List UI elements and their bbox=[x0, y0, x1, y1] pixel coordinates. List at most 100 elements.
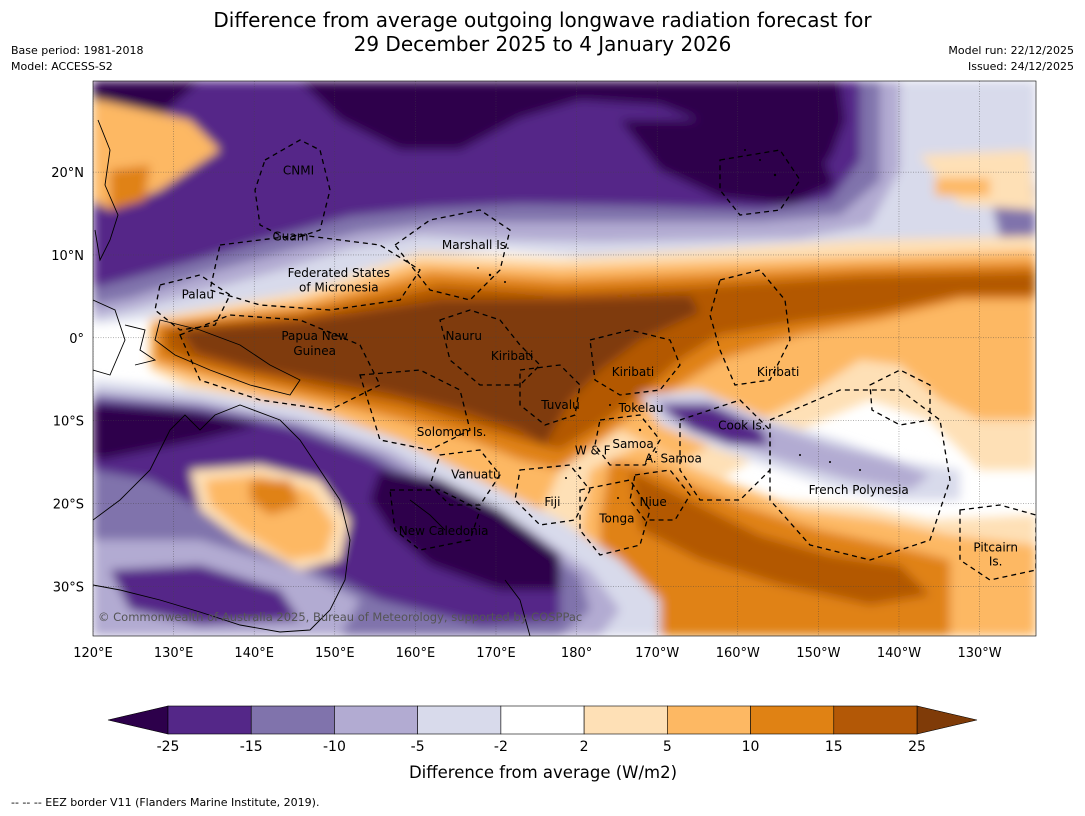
region-label: Niue bbox=[640, 495, 667, 509]
title-line-2: 29 December 2025 to 4 January 2026 bbox=[353, 32, 732, 56]
lon-tick-label: 150°E bbox=[315, 646, 355, 661]
lon-tick-label: 150°W bbox=[796, 646, 840, 661]
region-label: Is. bbox=[989, 554, 1003, 568]
region-label: Papua New bbox=[281, 329, 348, 343]
region-label: W & F bbox=[575, 443, 611, 457]
colorbar-segment bbox=[334, 705, 418, 735]
new-guinea-coast bbox=[154, 319, 301, 396]
coastlines bbox=[93, 119, 531, 636]
eez-line-is bbox=[709, 269, 791, 386]
region-label: Solomon Is. bbox=[417, 425, 487, 439]
copyright-notice: © Commonwealth of Australia 2025, Bureau… bbox=[98, 610, 582, 624]
colorbar-tick-label: 2 bbox=[580, 739, 589, 755]
region-label: French Polynesia bbox=[809, 483, 909, 497]
region-label: New Caledonia bbox=[399, 524, 489, 538]
map-field: © Commonwealth of Australia 2025, Bureau… bbox=[93, 81, 1036, 636]
anomaly-australia-core bbox=[250, 480, 300, 515]
anomaly-north-deep-core bbox=[620, 120, 835, 205]
lon-tick-label: 120°E bbox=[73, 646, 113, 661]
region-label: Guinea bbox=[293, 344, 336, 358]
eez-kiribati-phoenix bbox=[589, 329, 681, 396]
base-period: Base period: 1981-2018 bbox=[11, 44, 144, 57]
colorbar-tick-label: 15 bbox=[825, 739, 843, 755]
meta-right: Model run: 22/12/2025 Issued: 24/12/2025 bbox=[948, 43, 1074, 75]
eez-vanuatu bbox=[429, 449, 501, 506]
sulawesi-coast bbox=[124, 324, 157, 366]
region-label: of Micronesia bbox=[299, 280, 379, 294]
lon-tick-label: 170°E bbox=[476, 646, 516, 661]
eez-micronesia bbox=[209, 234, 421, 311]
anomaly-northeast-warm-core bbox=[935, 178, 990, 196]
lon-tick-label: 160°E bbox=[396, 646, 436, 661]
region-label: Palau bbox=[182, 288, 214, 302]
region-label: Fiji bbox=[544, 495, 560, 509]
region-label: Federated States bbox=[288, 266, 390, 280]
anomaly-west-warm-core bbox=[110, 165, 150, 210]
colorbar-segment bbox=[667, 705, 751, 735]
anomaly-cook-dark bbox=[660, 405, 770, 445]
colorbar-extend-high bbox=[916, 705, 978, 735]
eez-solomon bbox=[359, 369, 471, 451]
issued-date: Issued: 24/12/2025 bbox=[967, 60, 1074, 73]
colorbar-segment bbox=[750, 705, 835, 735]
eez-footnote: -- -- -- EEZ border V11 (Flanders Marine… bbox=[11, 796, 320, 809]
eez-samoa bbox=[594, 414, 661, 466]
title-line-1: Difference from average outgoing longwav… bbox=[213, 8, 872, 32]
eez-pitcairn bbox=[959, 504, 1036, 581]
colorbar-segment bbox=[167, 705, 252, 735]
anomaly-south-cool-dark bbox=[110, 565, 300, 625]
region-label: CNMI bbox=[283, 163, 314, 177]
anomaly-south-brown bbox=[630, 470, 930, 605]
colorbar-segment bbox=[833, 705, 918, 735]
region-label: Tokelau bbox=[618, 401, 664, 415]
colorbar-tick-label: 5 bbox=[663, 739, 672, 755]
philippines-coast bbox=[94, 119, 119, 262]
colorbar-tick-label: 10 bbox=[742, 739, 760, 755]
lon-tick-label: 130°E bbox=[154, 646, 194, 661]
lon-tick-label: 140°W bbox=[877, 646, 921, 661]
lon-tick-label: 130°W bbox=[957, 646, 1001, 661]
anomaly-australia-orange bbox=[205, 475, 335, 560]
region-label: Pitcairn bbox=[973, 540, 1018, 554]
new-zealand-coast bbox=[504, 579, 531, 636]
lat-tick-label: 20°N bbox=[51, 166, 84, 181]
colorbar: -25 -15 -10 -5 -2 2 5 10 15 25 bbox=[107, 705, 978, 755]
lon-tick-label: 140°E bbox=[234, 646, 274, 661]
australia-coast bbox=[93, 404, 351, 633]
model-name: Model: ACCESS-S2 bbox=[11, 60, 113, 73]
region-label: Marshall Is. bbox=[442, 238, 510, 252]
graticule bbox=[93, 81, 1036, 636]
model-run: Model run: 22/12/2025 bbox=[948, 44, 1074, 57]
anomaly-north-deep bbox=[93, 81, 860, 170]
region-label: Cook Is. bbox=[718, 419, 765, 433]
eez-borders bbox=[154, 139, 1036, 581]
island-markers bbox=[477, 149, 861, 499]
eez-nauru-kiribati bbox=[439, 309, 541, 386]
lon-tick-label: 170°W bbox=[635, 646, 679, 661]
region-label: Tuvalu bbox=[540, 398, 580, 412]
colorbar-tick-label: 25 bbox=[908, 739, 926, 755]
latitude-labels: 20°N 10°N 0° 10°S 20°S 30°S bbox=[51, 166, 84, 595]
colorbar-segment bbox=[500, 705, 585, 735]
anomaly-equatorial-core bbox=[180, 296, 700, 445]
colorbar-extend-low bbox=[107, 705, 169, 735]
colorbar-segment bbox=[417, 705, 502, 735]
colorbar-segment bbox=[583, 705, 668, 735]
eez-cook bbox=[679, 399, 771, 501]
anomaly-shading bbox=[93, 81, 1036, 636]
colorbar-tick-label: -5 bbox=[411, 739, 425, 755]
region-label: Nauru bbox=[446, 329, 482, 343]
lat-tick-label: 0° bbox=[69, 332, 84, 347]
region-label: Guam bbox=[272, 230, 308, 244]
lon-tick-label: 160°W bbox=[716, 646, 760, 661]
lat-tick-label: 10°S bbox=[53, 415, 84, 430]
map-title: Difference from average outgoing longwav… bbox=[0, 8, 1085, 56]
region-label: Kiribati bbox=[757, 365, 799, 379]
eez-tuvalu bbox=[519, 364, 581, 426]
colorbar-segment bbox=[250, 705, 335, 735]
map-frame bbox=[92, 80, 1037, 637]
region-label: Samoa bbox=[612, 437, 653, 451]
region-label: Tonga bbox=[598, 511, 634, 525]
colorbar-tick-label: -2 bbox=[494, 739, 508, 755]
